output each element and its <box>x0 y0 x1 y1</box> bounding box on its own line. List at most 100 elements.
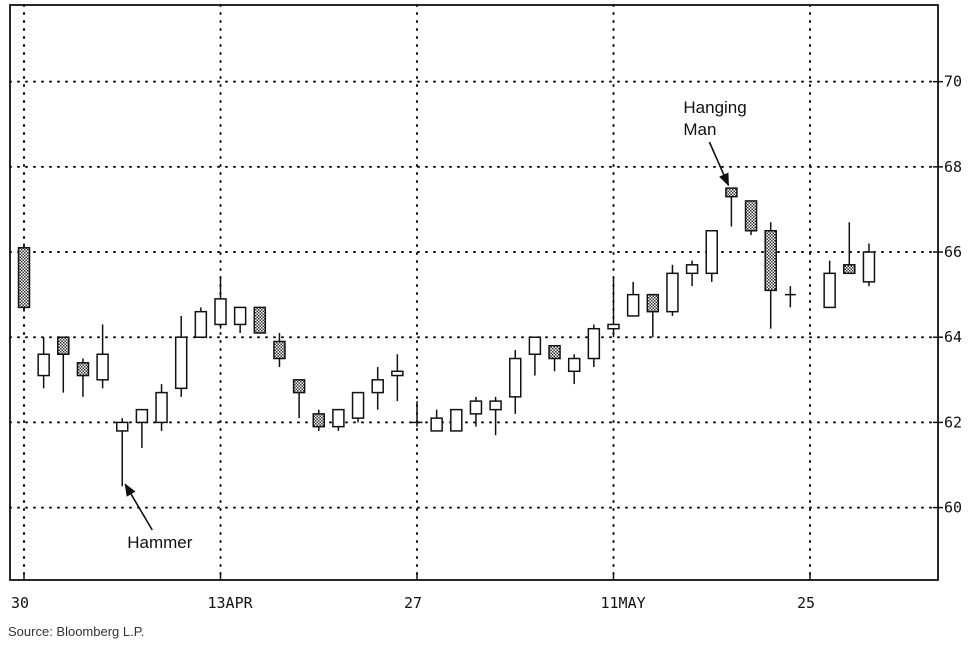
candle <box>76 358 90 397</box>
candle <box>744 200 758 235</box>
candle-body-bullish <box>489 400 502 411</box>
candle <box>685 260 699 287</box>
candle <box>253 306 267 334</box>
hanging-man-label: Man <box>683 120 716 139</box>
candle <box>626 281 640 317</box>
candle-body-bullish <box>194 310 208 338</box>
candle <box>764 222 777 329</box>
candle <box>587 324 601 368</box>
x-tick-label: 11MAY <box>601 594 646 612</box>
candle <box>292 379 306 419</box>
candle-body-bearish <box>76 362 90 377</box>
candle <box>332 408 345 431</box>
y-tick-label: 66 <box>944 243 962 261</box>
candle <box>17 243 31 312</box>
candle-body-bullish <box>862 251 876 283</box>
candle <box>411 401 423 427</box>
candle <box>371 367 384 410</box>
y-tick-label: 70 <box>944 73 962 91</box>
x-tick-label: 30 <box>11 594 29 612</box>
candle-body-bearish <box>548 344 561 360</box>
candle <box>233 306 247 333</box>
candle <box>37 337 50 389</box>
candle-body-bearish <box>312 413 325 428</box>
candle-body-bearish <box>843 264 856 275</box>
candle-body-bullish <box>430 417 443 432</box>
candle <box>135 408 149 448</box>
y-tick-label: 62 <box>944 413 962 431</box>
candle-body-bullish <box>685 264 699 275</box>
candle-body-bearish <box>292 379 306 394</box>
candle-body-bullish <box>174 336 188 390</box>
hanging-man-label: Hanging <box>683 98 746 117</box>
candle <box>528 336 542 376</box>
candle-body-bullish <box>626 293 640 317</box>
hammer-arrow <box>124 483 153 531</box>
candle-body-bullish <box>332 408 345 428</box>
candle-body-bullish <box>155 391 168 424</box>
candle-body-bullish <box>135 408 149 424</box>
x-tick-label: 13APR <box>208 594 254 612</box>
candle <box>823 260 836 309</box>
candle-body-bullish <box>391 370 404 377</box>
plot-frame <box>9 4 939 581</box>
candle-body-bullish <box>469 400 483 415</box>
candle <box>705 229 718 282</box>
candle <box>312 409 325 431</box>
candle-body-bullish <box>351 391 365 419</box>
source-note: Source: Bloomberg L.P. <box>8 624 145 639</box>
x-axis-ticks: 30 13APR 27 11MAY 25 <box>11 574 815 612</box>
x-tick-label: 27 <box>404 594 422 612</box>
candle-body-bullish <box>233 306 247 326</box>
candle <box>469 396 483 427</box>
candle <box>862 243 876 287</box>
x-tick-label: 25 <box>797 594 815 612</box>
candle-body-bullish <box>96 353 109 381</box>
candle-body-bullish <box>214 298 227 326</box>
candle-body-bearish <box>57 336 70 356</box>
candle-body-bullish <box>607 323 620 330</box>
candle <box>450 408 463 432</box>
y-tick-label: 60 <box>944 499 962 517</box>
candle <box>391 354 404 402</box>
candle <box>607 277 620 338</box>
candle-body-bearish <box>273 340 286 360</box>
candle <box>548 344 561 372</box>
candle <box>155 384 168 431</box>
candle <box>96 324 109 389</box>
candle <box>214 277 227 329</box>
candle-body-bullish <box>371 379 384 394</box>
candle <box>666 264 679 316</box>
candle-body-bearish <box>744 200 758 232</box>
candle-body-bearish <box>725 187 738 198</box>
grid <box>9 4 939 581</box>
candle-body-bearish <box>253 306 267 334</box>
candle-body-bullish <box>823 272 836 309</box>
candle <box>430 409 443 432</box>
candle-body-bullish <box>450 408 463 432</box>
y-axis-ticks: 60 62 64 66 68 70 <box>933 73 962 517</box>
candle <box>567 354 581 385</box>
candle-body-bullish <box>587 327 601 360</box>
candle-body-bearish <box>646 293 660 313</box>
candle <box>843 222 856 275</box>
candle-body-bullish <box>37 353 50 377</box>
hanging-man-arrow <box>708 141 730 187</box>
candle <box>194 307 208 338</box>
candle <box>351 391 365 423</box>
candle <box>725 187 738 227</box>
candle-body-bullish <box>528 336 542 356</box>
hammer-label: Hammer <box>127 533 193 552</box>
candle-body-bullish <box>567 357 581 373</box>
candle <box>57 336 70 393</box>
y-tick-label: 68 <box>944 158 962 176</box>
candle <box>116 418 129 487</box>
candle-body-bullish <box>116 421 129 432</box>
annotations: Hammer Hanging Man <box>124 98 747 552</box>
candle-body-bullish <box>705 229 718 275</box>
candle <box>509 350 522 414</box>
candle <box>646 293 660 338</box>
candle-body-bearish <box>17 247 31 309</box>
y-tick-label: 64 <box>944 328 962 346</box>
